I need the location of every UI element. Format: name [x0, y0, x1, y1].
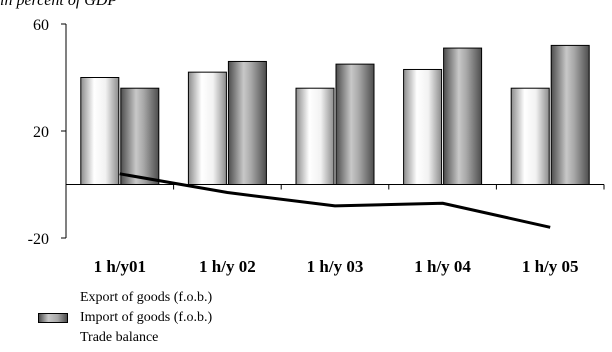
legend-label-trade-balance: Trade balance: [80, 330, 159, 345]
bar-export: [187, 71, 227, 185]
x-tick-label: 1 h/y 02: [199, 257, 256, 276]
chart-subtitle: in percent of GDP: [0, 0, 118, 9]
legend: Export of goods (f.o.b.) Import of goods…: [0, 288, 212, 348]
bar-import: [120, 87, 160, 185]
bar-export: [295, 87, 335, 185]
bar-import: [335, 63, 375, 185]
x-tick-label: 1 h/y 05: [522, 257, 579, 276]
x-tick-label: 1 h/y01: [94, 257, 146, 276]
y-tick-label: 60: [33, 17, 49, 34]
trade-balance-line: [119, 172, 551, 229]
y-tick-label: -20: [28, 231, 49, 248]
bar-export: [510, 87, 550, 185]
bar-export: [403, 68, 443, 185]
legend-item-import: Import of goods (f.o.b.): [0, 308, 212, 328]
tick-labels: 60 20 -20 1 h/y01 1 h/y 02 1 h/y 03 1 h/y 04 1 …: [28, 17, 579, 276]
trade-balance-series: [119, 172, 551, 229]
x-tick-label: 1 h/y 04: [414, 257, 471, 276]
legend-label-export: Export of goods (f.o.b.): [80, 290, 213, 305]
legend-swatch-import: [38, 313, 68, 323]
bar-import: [550, 44, 590, 186]
bars: [80, 44, 590, 186]
y-tick-label: 20: [33, 124, 49, 141]
legend-item-export: Export of goods (f.o.b.): [0, 288, 212, 308]
bar-import: [227, 60, 267, 186]
x-tick-label: 1 h/y 03: [307, 257, 364, 276]
bar-import: [443, 47, 483, 186]
legend-item-trade-balance: Trade balance: [0, 328, 212, 348]
legend-label-import: Import of goods (f.o.b.): [80, 310, 213, 325]
bar-export: [80, 77, 120, 185]
